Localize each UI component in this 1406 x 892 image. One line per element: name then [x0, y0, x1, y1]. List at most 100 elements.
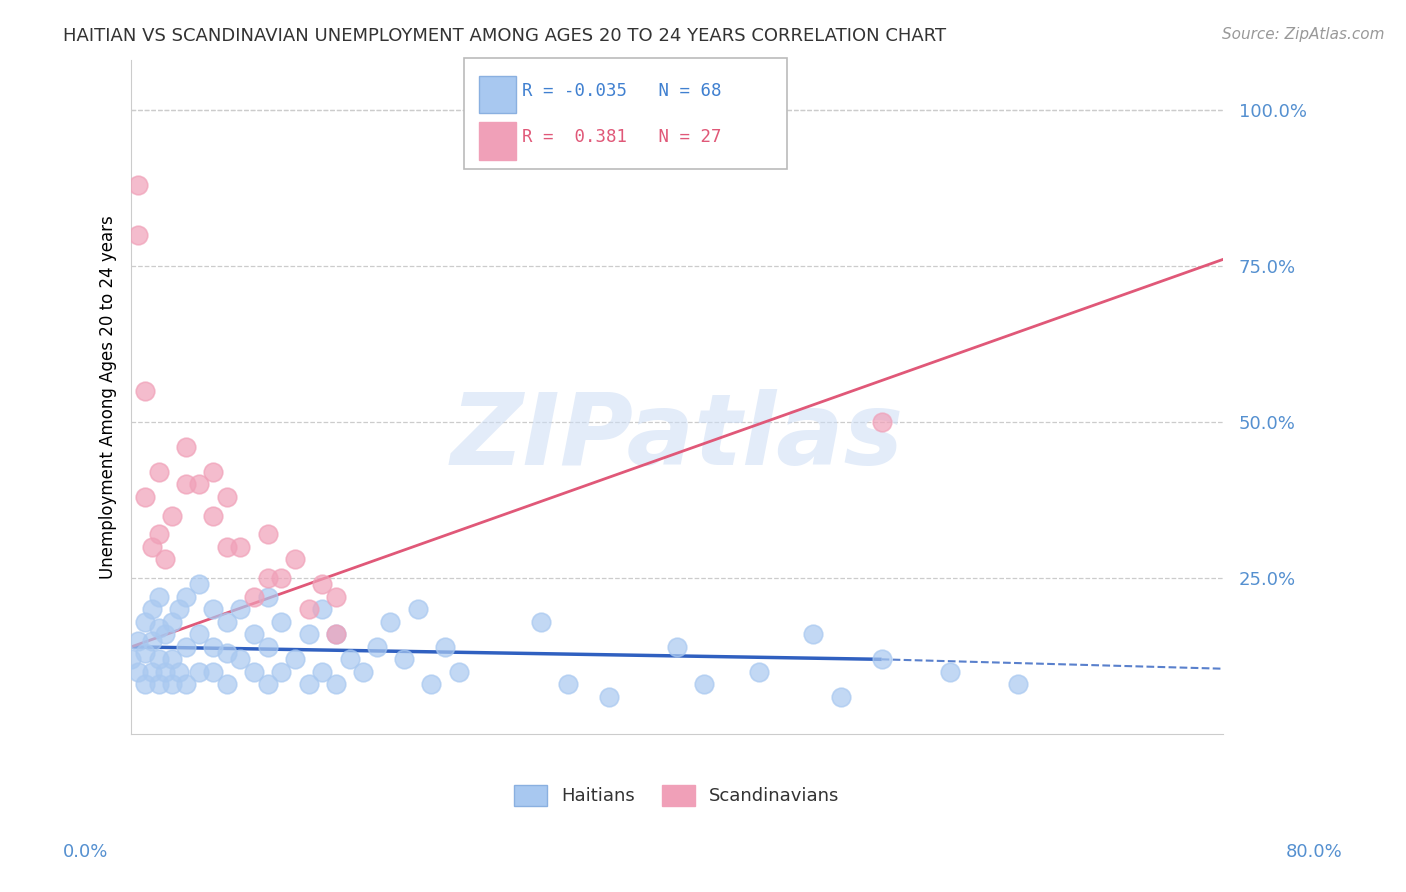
Point — [167, 665, 190, 679]
Point — [120, 652, 142, 666]
Point — [155, 627, 177, 641]
Text: HAITIAN VS SCANDINAVIAN UNEMPLOYMENT AMONG AGES 20 TO 24 YEARS CORRELATION CHART: HAITIAN VS SCANDINAVIAN UNEMPLOYMENT AMO… — [63, 27, 946, 45]
Point — [155, 665, 177, 679]
Point — [270, 615, 292, 629]
Point — [127, 665, 149, 679]
Text: 80.0%: 80.0% — [1286, 843, 1343, 861]
Point — [188, 577, 211, 591]
Point — [148, 621, 170, 635]
Point — [229, 652, 252, 666]
Point — [202, 508, 225, 523]
Point — [202, 465, 225, 479]
Point — [148, 677, 170, 691]
Text: ZIPatlas: ZIPatlas — [450, 389, 904, 486]
Point — [693, 677, 716, 691]
Point — [141, 665, 163, 679]
Point — [870, 415, 893, 429]
Point — [380, 615, 402, 629]
Point — [188, 627, 211, 641]
Point — [215, 646, 238, 660]
Point — [215, 677, 238, 691]
Point — [215, 615, 238, 629]
Point — [148, 652, 170, 666]
Point — [366, 640, 388, 654]
Point — [256, 640, 278, 654]
Point — [284, 652, 307, 666]
Point — [270, 665, 292, 679]
Point — [160, 677, 183, 691]
Point — [420, 677, 443, 691]
Legend: Haitians, Scandinavians: Haitians, Scandinavians — [508, 778, 846, 813]
Point — [134, 646, 156, 660]
Point — [529, 615, 551, 629]
Point — [297, 602, 319, 616]
Point — [870, 652, 893, 666]
Point — [392, 652, 415, 666]
Point — [148, 527, 170, 541]
Point — [174, 477, 197, 491]
Point — [202, 640, 225, 654]
Point — [830, 690, 852, 704]
Point — [243, 590, 266, 604]
Point — [243, 627, 266, 641]
Point — [297, 627, 319, 641]
Point — [174, 440, 197, 454]
Point — [339, 652, 361, 666]
Point — [297, 677, 319, 691]
Point — [174, 640, 197, 654]
Point — [256, 527, 278, 541]
Point — [188, 477, 211, 491]
Point — [325, 627, 347, 641]
Point — [311, 602, 333, 616]
Point — [352, 665, 374, 679]
Point — [270, 571, 292, 585]
Point — [256, 677, 278, 691]
Point — [174, 677, 197, 691]
Point — [215, 540, 238, 554]
Point — [284, 552, 307, 566]
Point — [256, 590, 278, 604]
Point — [243, 665, 266, 679]
Text: R = -0.035   N = 68: R = -0.035 N = 68 — [522, 82, 721, 100]
Point — [160, 652, 183, 666]
Point — [134, 490, 156, 504]
Point — [134, 615, 156, 629]
Point — [406, 602, 429, 616]
Point — [141, 540, 163, 554]
Point — [325, 627, 347, 641]
Text: Source: ZipAtlas.com: Source: ZipAtlas.com — [1222, 27, 1385, 42]
Y-axis label: Unemployment Among Ages 20 to 24 years: Unemployment Among Ages 20 to 24 years — [100, 215, 117, 579]
Text: 0.0%: 0.0% — [63, 843, 108, 861]
Point — [160, 508, 183, 523]
Point — [229, 602, 252, 616]
Point — [325, 590, 347, 604]
Point — [202, 665, 225, 679]
Point — [127, 633, 149, 648]
Point — [141, 602, 163, 616]
Point — [174, 590, 197, 604]
Point — [434, 640, 457, 654]
Point — [127, 178, 149, 192]
Point — [256, 571, 278, 585]
Point — [557, 677, 579, 691]
Point — [188, 665, 211, 679]
Point — [803, 627, 825, 641]
Point — [148, 465, 170, 479]
Point — [155, 552, 177, 566]
Point — [325, 677, 347, 691]
Point — [229, 540, 252, 554]
Point — [665, 640, 688, 654]
Text: R =  0.381   N = 27: R = 0.381 N = 27 — [522, 128, 721, 146]
Point — [598, 690, 620, 704]
Point — [748, 665, 770, 679]
Point — [447, 665, 470, 679]
Point — [311, 577, 333, 591]
Point — [127, 227, 149, 242]
Point — [167, 602, 190, 616]
Point — [134, 384, 156, 398]
Point — [148, 590, 170, 604]
Point — [939, 665, 962, 679]
Point — [160, 615, 183, 629]
Point — [141, 633, 163, 648]
Point — [134, 677, 156, 691]
